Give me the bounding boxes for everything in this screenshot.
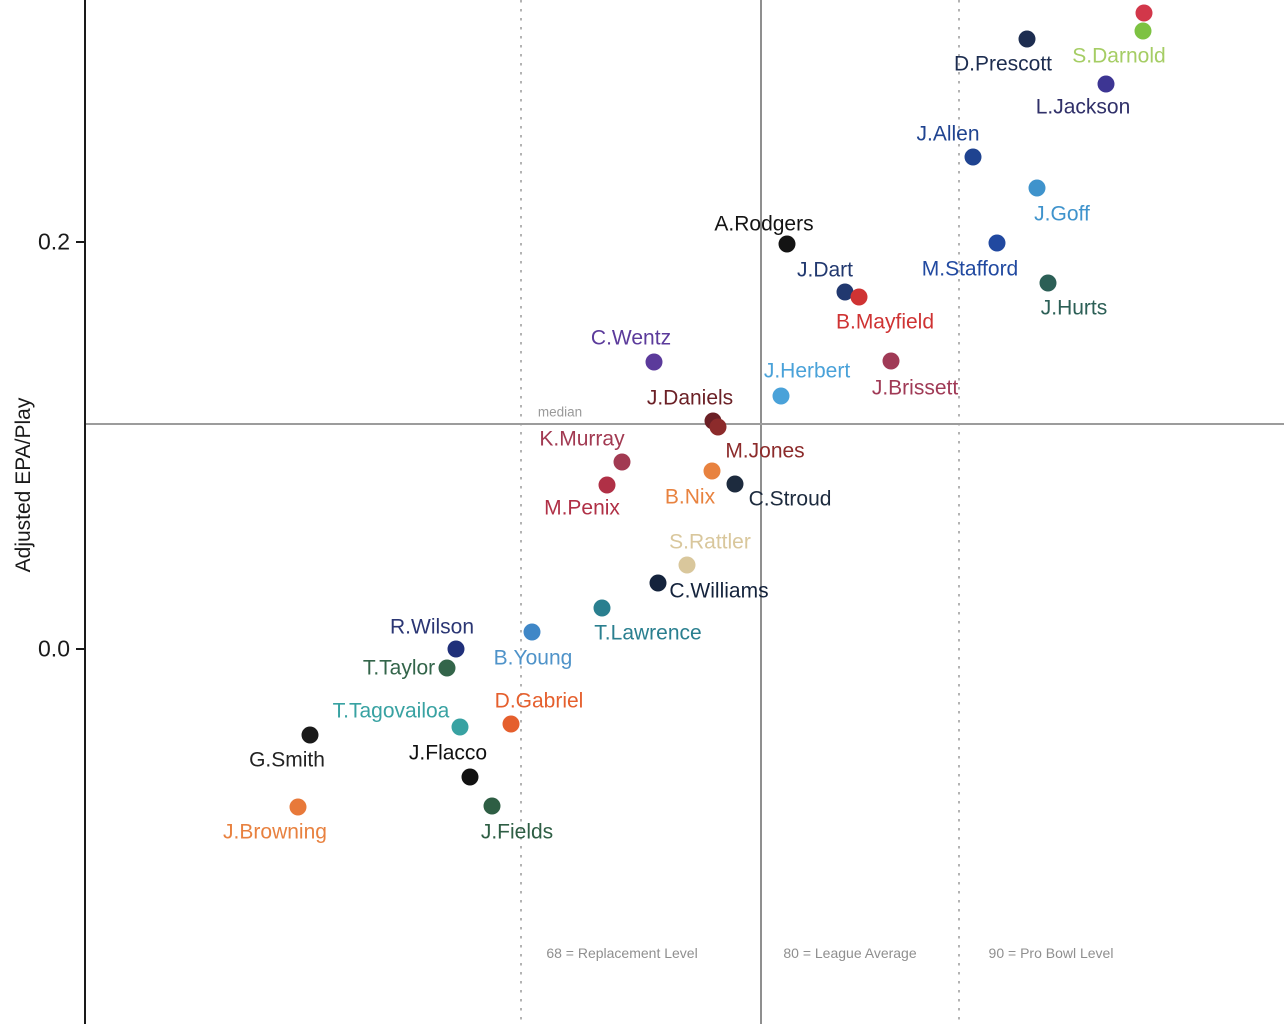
point-label-l-jackson: L.Jackson (1035, 95, 1131, 119)
y-tick-label-0-0: 0.0 (38, 635, 70, 662)
point-label-g-smith: G.Smith (249, 748, 325, 772)
point-label-c-williams: C.Williams (669, 579, 769, 603)
point-label-j-brissett: J.Brissett (871, 376, 959, 400)
point-label-r-wilson: R.Wilson (389, 615, 475, 639)
point-label-t-tagovailoa: T.Tagovailoa (332, 699, 450, 723)
point-dot-b-mayfield (850, 288, 868, 306)
point-dot-b-nix (703, 462, 721, 480)
point-dot-j-fields (483, 797, 501, 815)
point-label-d-prescott: D.Prescott (953, 52, 1053, 76)
point-label-j-daniels: J.Daniels (646, 386, 734, 410)
point-label-j-herbert: J.Herbert (763, 359, 851, 383)
point-dot-j-allen (964, 148, 982, 166)
ref-label-90-pro-bowl-level: 90 = Pro Bowl Level (988, 945, 1114, 961)
point-dot-c-wentz (645, 353, 663, 371)
point-dot-t-taylor (438, 659, 456, 677)
point-dot-r-wilson (447, 640, 465, 658)
point-label-t-taylor: T.Taylor (362, 656, 436, 680)
point-label-j-allen: J.Allen (916, 122, 980, 146)
point-label-j-fields: J.Fields (480, 820, 554, 844)
point-label-j-goff: J.Goff (1034, 202, 1090, 226)
point-label-m-penix: M.Penix (544, 496, 620, 520)
point-dot-m-penix (598, 476, 616, 494)
y-tick-mark-0-2 (76, 241, 85, 243)
point-dot-s-darnold (1134, 22, 1152, 40)
point-dot-unlabeled (1135, 4, 1153, 22)
point-label-c-wentz: C.Wentz (590, 326, 672, 350)
ref-label-80-league-average: 80 = League Average (783, 945, 917, 961)
point-label-m-stafford: M.Stafford (921, 257, 1019, 281)
point-dot-s-rattler (678, 556, 696, 574)
point-label-j-flacco: J.Flacco (408, 741, 488, 765)
point-dot-c-stroud (726, 475, 744, 493)
point-label-j-hurts: J.Hurts (1040, 296, 1108, 320)
point-dot-d-prescott (1018, 30, 1036, 48)
point-dot-b-young (523, 623, 541, 641)
point-dot-m-stafford (988, 234, 1006, 252)
point-label-j-browning: J.Browning (223, 820, 327, 844)
point-label-k-murray: K.Murray (539, 427, 625, 451)
point-label-b-young: B.Young (493, 646, 573, 670)
median-label: median (537, 404, 583, 420)
point-label-b-nix: B.Nix (664, 485, 716, 509)
y-axis-line (84, 0, 86, 1024)
point-dot-k-murray (613, 453, 631, 471)
point-dot-m-jones (709, 418, 727, 436)
point-label-s-rattler: S.Rattler (669, 530, 751, 554)
point-label-b-mayfield: B.Mayfield (835, 310, 935, 334)
y-tick-label-0-2: 0.2 (38, 228, 70, 255)
refline-90-pro-bowl-level (958, 0, 960, 1024)
point-label-c-stroud: C.Stroud (748, 487, 832, 511)
point-dot-j-browning (289, 798, 307, 816)
point-label-j-dart: J.Dart (796, 258, 854, 282)
point-label-s-darnold: S.Darnold (1072, 44, 1166, 68)
point-label-d-gabriel: D.Gabriel (494, 689, 584, 713)
point-dot-j-dart (836, 283, 854, 301)
y-tick-mark-0-0 (76, 648, 85, 650)
refline-68-replacement-level (520, 0, 522, 1024)
point-dot-j-hurts (1039, 274, 1057, 292)
point-dot-j-flacco (461, 768, 479, 786)
median-line (86, 423, 1284, 425)
point-dot-t-lawrence (593, 599, 611, 617)
point-dot-t-tagovailoa (451, 718, 469, 736)
refline-80-league-average (760, 0, 762, 1024)
point-dot-j-herbert (772, 387, 790, 405)
y-axis-title: Adjusted EPA/Play (12, 397, 35, 573)
point-dot-l-jackson (1097, 75, 1115, 93)
ref-label-68-replacement-level: 68 = Replacement Level (546, 945, 698, 961)
point-dot-j-goff (1028, 179, 1046, 197)
point-dot-a-rodgers (778, 235, 796, 253)
point-dot-g-smith (301, 726, 319, 744)
point-dot-c-williams (649, 574, 667, 592)
point-dot-j-brissett (882, 352, 900, 370)
point-label-m-jones: M.Jones (725, 439, 805, 463)
point-dot-d-gabriel (502, 715, 520, 733)
point-label-t-lawrence: T.Lawrence (594, 621, 702, 645)
point-label-a-rodgers: A.Rodgers (714, 212, 814, 236)
